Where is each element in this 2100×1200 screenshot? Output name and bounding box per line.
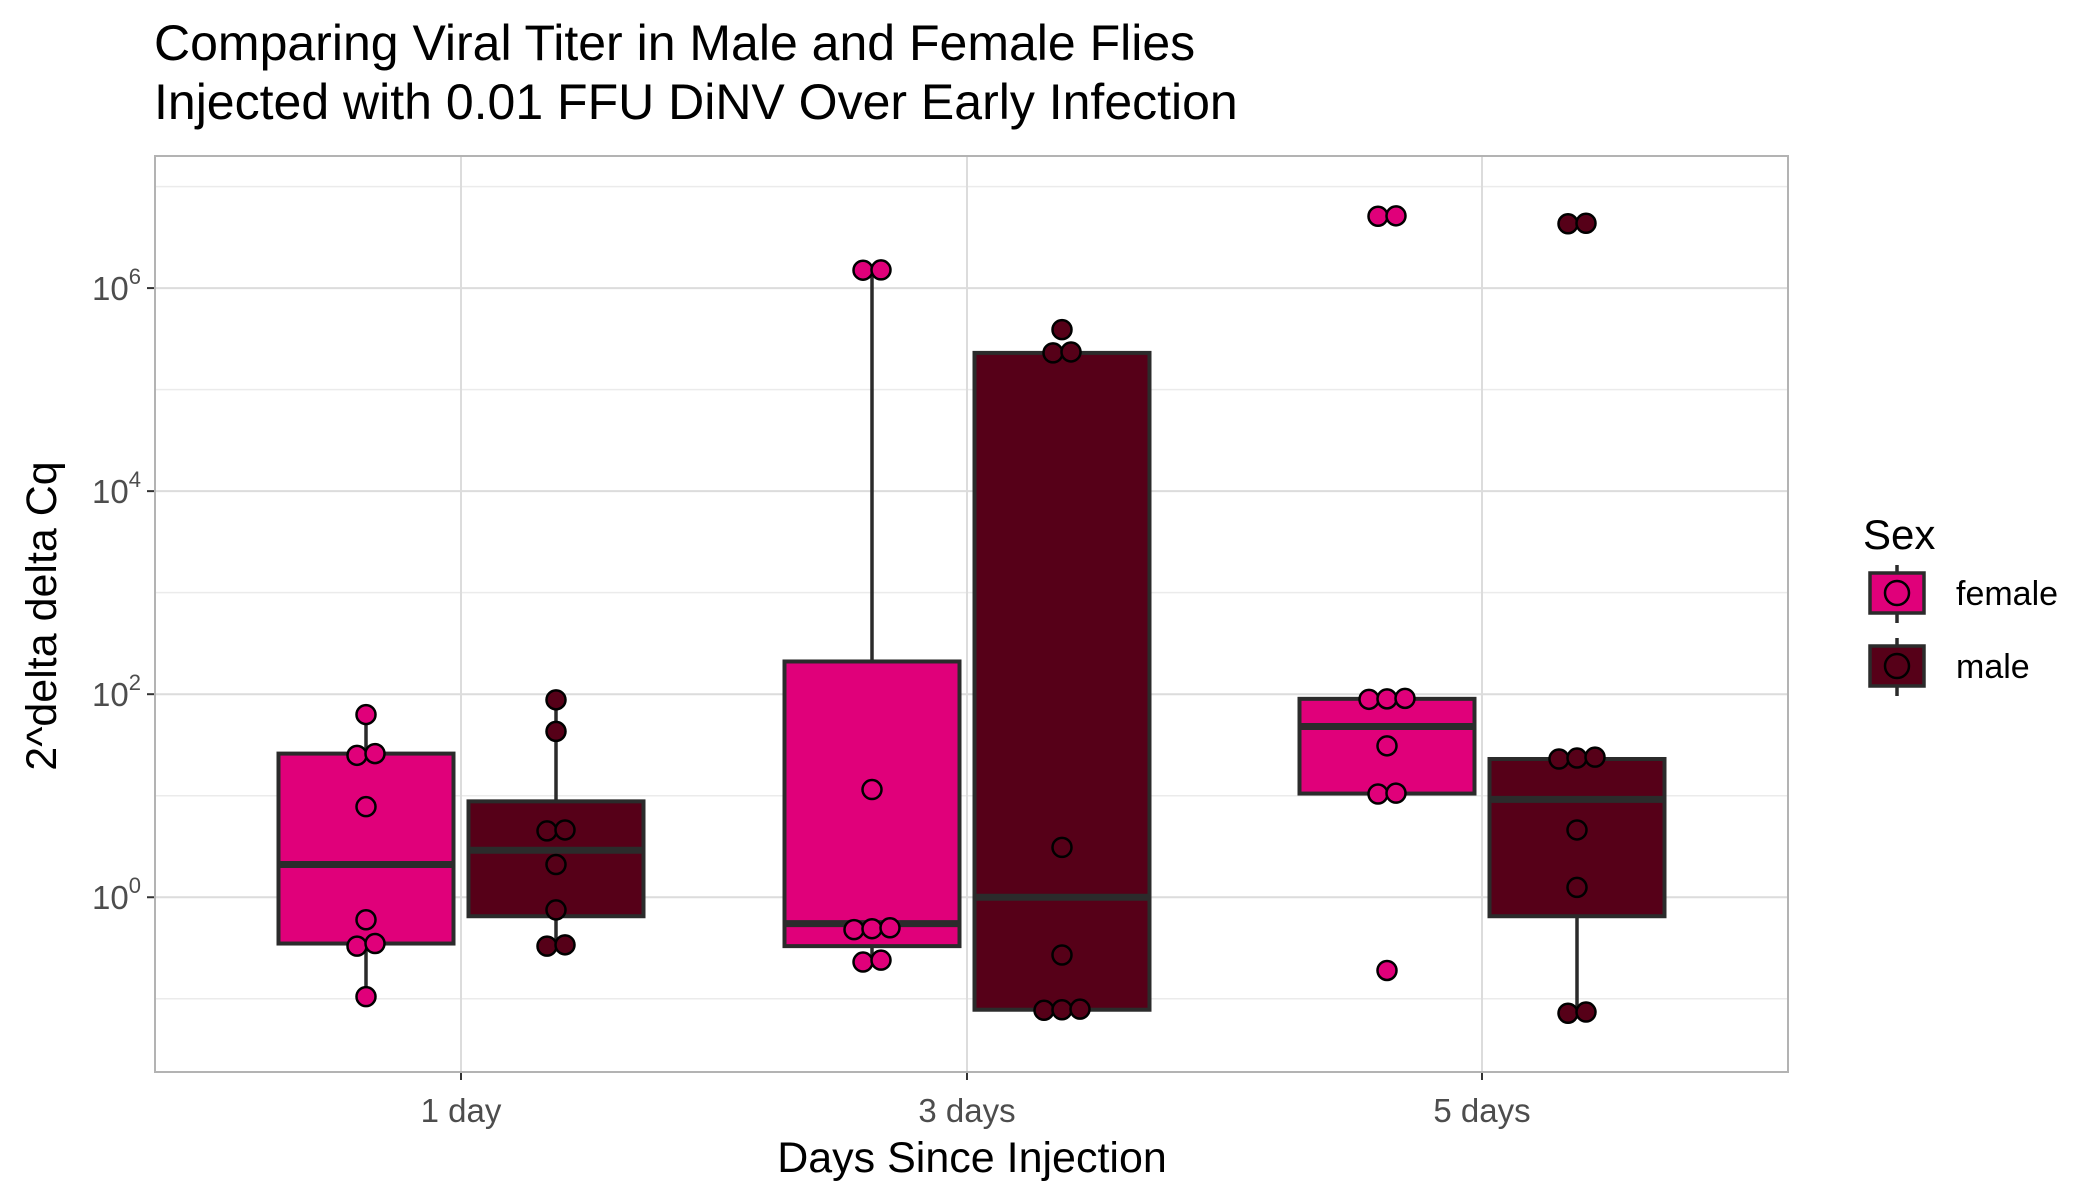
x-tick-label: 1 day (421, 1092, 502, 1129)
data-point-male (536, 935, 558, 957)
x-axis-title: Days Since Injection (777, 1134, 1167, 1182)
legend-label-female: female (1956, 575, 2058, 613)
data-point-male (545, 689, 567, 711)
data-point-male (545, 853, 567, 876)
data-point-male (1069, 998, 1091, 1020)
data-point-male (1566, 876, 1588, 899)
y-tick-label-exponent: 6 (129, 264, 141, 289)
y-tick-label-exponent: 4 (129, 467, 141, 492)
data-point-female (870, 259, 892, 281)
data-point-female (1394, 687, 1416, 710)
data-point-male (536, 820, 558, 842)
data-point-female (364, 932, 386, 955)
data-point-male (1566, 747, 1588, 769)
legend-label-male: male (1956, 648, 2030, 686)
data-point-female (1376, 735, 1398, 757)
data-point-male (1033, 999, 1055, 1022)
chart-title-line-2: Injected with 0.01 FFU DiNV Over Early I… (154, 74, 1238, 130)
x-tick-label: 3 days (918, 1092, 1015, 1129)
data-point-female (870, 949, 892, 971)
data-point-female (1367, 205, 1389, 228)
data-point-female (355, 703, 377, 726)
legend-title: Sex (1863, 511, 1935, 558)
chart-title-line-1: Comparing Viral Titer in Male and Female… (154, 15, 1195, 71)
data-point-male (545, 720, 567, 743)
data-point-female (852, 951, 874, 973)
y-tick-label: 102 (92, 670, 141, 713)
data-point-female (1367, 783, 1389, 805)
data-point-male (1051, 998, 1073, 1021)
y-tick-label: 106 (92, 264, 141, 307)
data-point-male (554, 819, 576, 841)
data-point-female (1385, 205, 1407, 227)
data-point-male (1575, 212, 1597, 235)
data-point-female (355, 985, 377, 1008)
legend-key-box (1868, 644, 1926, 688)
data-point-male (1051, 836, 1073, 859)
data-point-male (554, 934, 576, 956)
data-point-female (861, 778, 883, 801)
data-point-male (1557, 1002, 1579, 1025)
data-point-male (1575, 1001, 1597, 1023)
data-point-female (346, 935, 368, 957)
data-point-male (1557, 213, 1579, 235)
data-point-female (364, 742, 386, 765)
data-point-male (545, 899, 567, 921)
data-point-female (879, 917, 901, 939)
y-tick-label-base: 10 (92, 879, 129, 916)
y-tick-label: 100 (92, 873, 141, 916)
data-point-female (861, 917, 883, 940)
y-tick-label-exponent: 2 (129, 670, 141, 695)
data-point-female (1376, 959, 1398, 982)
box-female (782, 659, 962, 949)
data-point-female (355, 909, 377, 931)
data-point-female (1376, 688, 1398, 710)
y-tick-label: 104 (92, 467, 141, 510)
data-point-male (1051, 318, 1073, 341)
data-point-female (843, 918, 865, 941)
y-tick-label-base: 10 (92, 676, 129, 713)
data-point-male (1548, 748, 1570, 770)
legend-key-point (1883, 652, 1911, 680)
data-point-male (1051, 944, 1073, 966)
data-point-female (355, 795, 377, 818)
legend-key-point (1883, 579, 1911, 607)
y-tick-label-exponent: 0 (129, 873, 141, 898)
y-tick-label-base: 10 (92, 270, 129, 307)
data-point-male (1060, 341, 1082, 363)
data-point-female (852, 259, 874, 281)
x-tick-label: 5 days (1433, 1092, 1530, 1129)
y-tick-label-base: 10 (92, 473, 129, 510)
data-point-female (346, 744, 368, 767)
data-point-male (1584, 746, 1606, 768)
box-male (972, 350, 1152, 1012)
data-point-female (1385, 782, 1407, 804)
data-point-male (1566, 819, 1588, 841)
y-axis-title: 2^delta delta Cq (18, 461, 66, 770)
data-point-female (1358, 688, 1380, 711)
plot-border (154, 155, 1789, 1073)
data-point-male (1042, 342, 1064, 364)
